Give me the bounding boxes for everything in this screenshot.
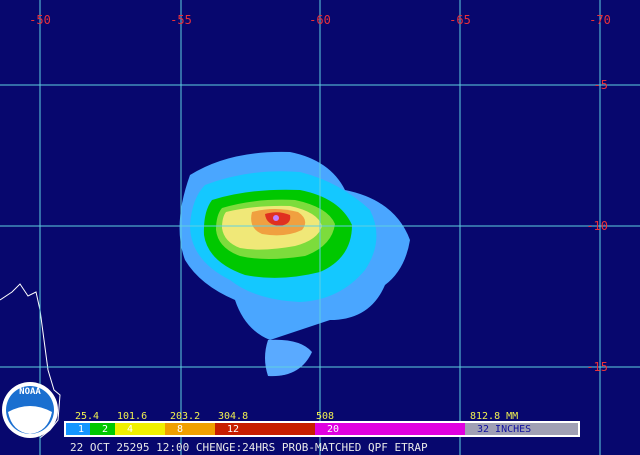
legend-mm-label: 101.6 <box>117 411 147 422</box>
latitude-label: -5 <box>594 78 608 92</box>
legend-swatch <box>90 423 115 435</box>
legend-mm-label: 203.2 <box>170 411 200 422</box>
legend-inch-label: 32 INCHES <box>477 424 531 435</box>
legend-swatch <box>465 423 578 435</box>
legend-swatch <box>215 423 315 435</box>
legend-swatch <box>165 423 215 435</box>
legend-inch-label: 12 <box>227 424 239 435</box>
longitude-label: -60 <box>309 13 331 27</box>
legend-swatch <box>315 423 465 435</box>
legend-mm-label: 304.8 <box>218 411 248 422</box>
longitude-label: -55 <box>170 13 192 27</box>
footer: 22 OCT 25295 12:00 CHENGE:24HRS PROB-MAT… <box>70 441 428 454</box>
coastline <box>0 283 61 439</box>
longitude-label: -70 <box>589 13 611 27</box>
legend-swatch <box>66 423 90 435</box>
legend-mm-label: 25.4 <box>75 411 99 422</box>
latitude-label: -15 <box>586 360 608 374</box>
legend-inch-label: 20 <box>327 424 339 435</box>
legend-inch-label: 4 <box>127 424 133 435</box>
latitude-label: -10 <box>586 219 608 233</box>
legend-inch-label: 8 <box>177 424 183 435</box>
precip-field <box>179 151 410 377</box>
legend-inch-label: 2 <box>102 424 108 435</box>
legend-inch-label: 1 <box>78 424 84 435</box>
latitude-labels: -5 -10 -15 <box>586 78 608 374</box>
longitude-label: -65 <box>449 13 471 27</box>
logo: NOAA <box>2 382 58 438</box>
logo-text: NOAA <box>19 387 41 397</box>
legend-mm-label: 508 <box>316 411 334 422</box>
legend-mm-label: 812.8 MM <box>470 411 518 422</box>
longitude-labels: -50 -55 -60 -65 -70 <box>29 13 611 27</box>
legend-swatch <box>115 423 165 435</box>
longitude-label: -50 <box>29 13 51 27</box>
